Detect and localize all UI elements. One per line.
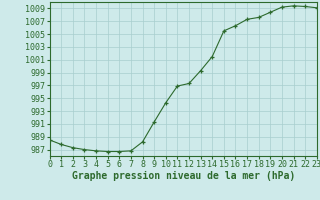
X-axis label: Graphe pression niveau de la mer (hPa): Graphe pression niveau de la mer (hPa) — [72, 171, 295, 181]
